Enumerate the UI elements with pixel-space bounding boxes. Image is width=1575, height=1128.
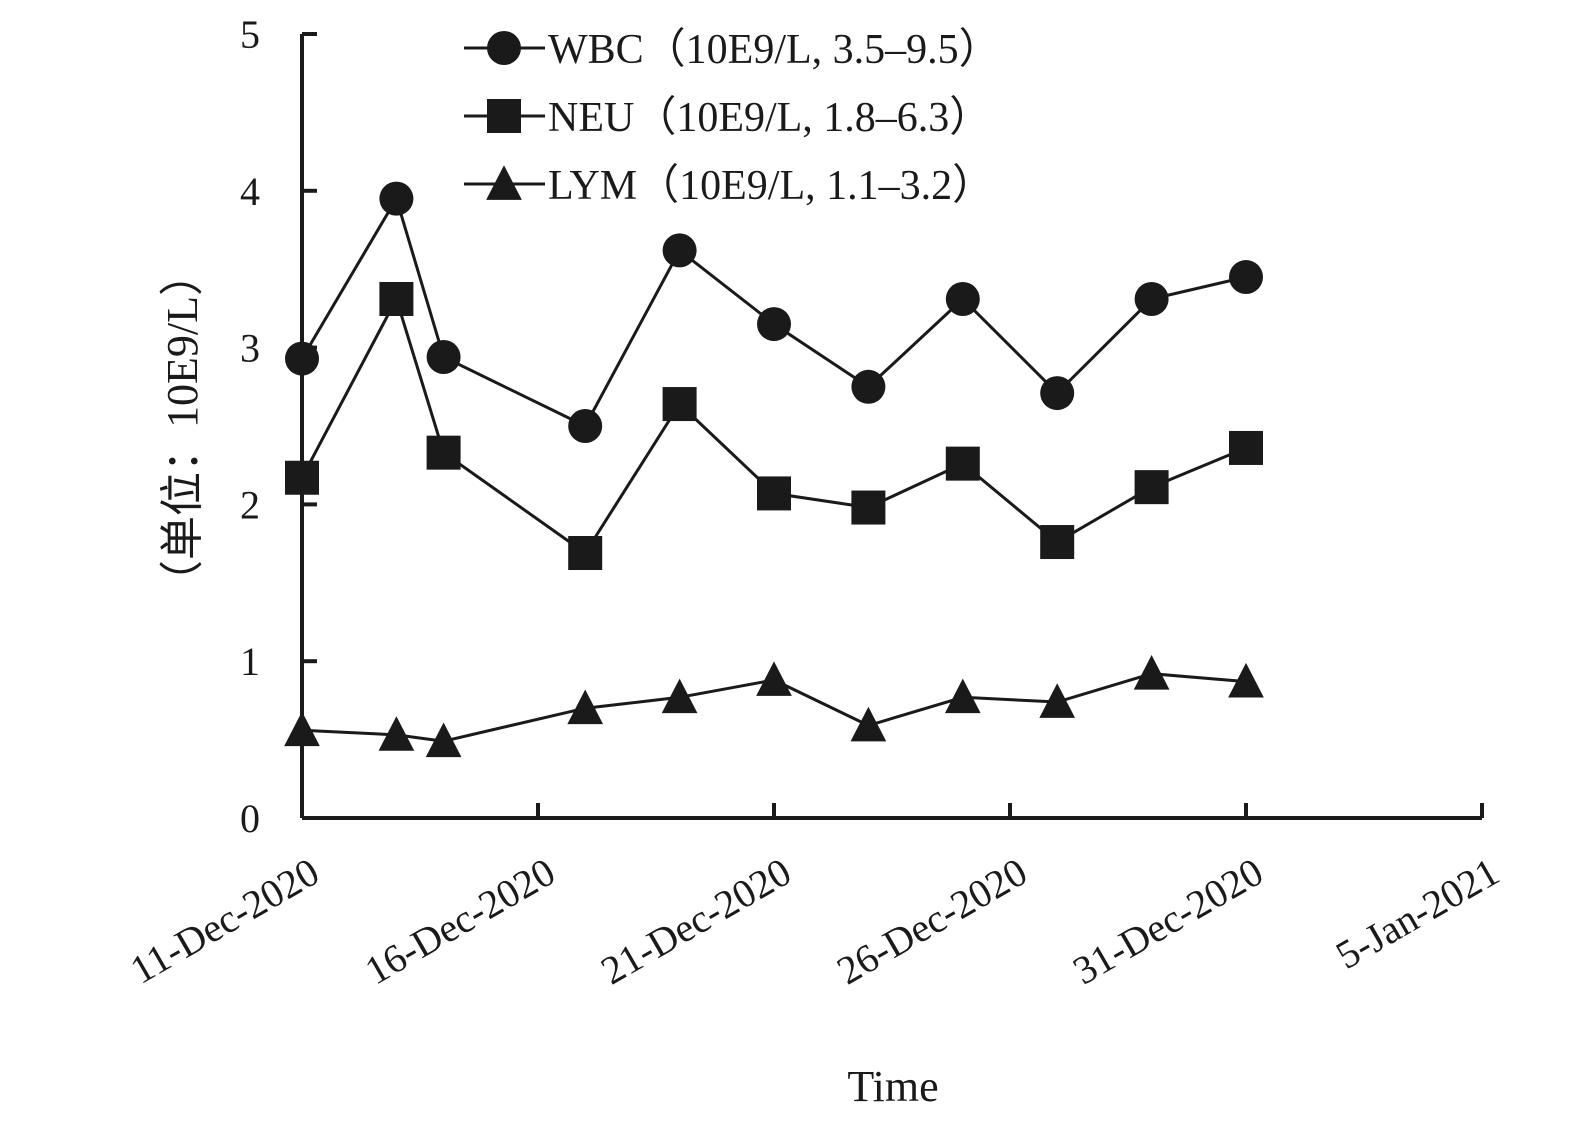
- data-point-square: [851, 490, 886, 525]
- tick-labels: 0 1 2 3 4 5 11-Dec-2020 16-Dec-2020 21-Dec-2020 2…: [123, 12, 1507, 993]
- data-point-circle: [1229, 260, 1263, 295]
- x-tick-label: 26-Dec-2020: [829, 849, 1034, 993]
- data-point-square: [379, 281, 414, 316]
- data-point-triangle: [1133, 655, 1170, 690]
- data-point-square: [1040, 525, 1075, 560]
- data-point-circle: [426, 340, 461, 375]
- axes: [300, 32, 1484, 820]
- y-tick-label: 0: [240, 796, 260, 841]
- legend-label: NEU（10E9/L, 1.8–6.3）: [548, 95, 991, 141]
- y-tick-label: 1: [240, 639, 260, 684]
- data-point-square: [757, 476, 791, 511]
- data-point-circle: [851, 369, 886, 404]
- data-point-square: [1134, 470, 1169, 505]
- data-point-circle: [757, 307, 791, 342]
- y-axis-title: （单位：10E9/L）: [158, 252, 207, 604]
- series-markers: [284, 181, 1264, 758]
- data-point-triangle: [756, 661, 792, 696]
- data-point-circle: [945, 281, 980, 316]
- data-point-triangle: [425, 722, 462, 758]
- y-tick-label: 2: [240, 482, 260, 527]
- data-point-circle: [1040, 376, 1075, 411]
- data-point-circle: [568, 409, 603, 443]
- data-point-circle: [379, 181, 414, 216]
- x-axis-title: Time: [847, 1062, 938, 1111]
- data-point-circle: [662, 233, 697, 268]
- data-point-square: [945, 446, 980, 481]
- x-tick-label: 5-Jan-2021: [1328, 849, 1506, 978]
- data-point-triangle: [850, 706, 887, 742]
- legend-label: WBC（10E9/L, 3.5–9.5）: [548, 27, 1001, 73]
- x-tick-label: 31-Dec-2020: [1065, 849, 1270, 993]
- x-tick-label: 11-Dec-2020: [123, 849, 327, 993]
- x-tick-label: 21-Dec-2020: [593, 849, 798, 993]
- legend: WBC（10E9/L, 3.5–9.5） NEU（10E9/L, 1.8–6.3）…: [464, 27, 1001, 209]
- data-point-square: [1229, 430, 1263, 465]
- x-tick-label: 16-Dec-2020: [357, 849, 562, 993]
- data-point-triangle: [1228, 662, 1264, 698]
- data-point-triangle: [378, 716, 415, 751]
- legend-marker-square: [487, 99, 521, 133]
- data-point-triangle: [661, 678, 698, 714]
- data-point-square: [426, 435, 461, 470]
- legend-label: LYM（10E9/L, 1.1–3.2）: [548, 163, 994, 209]
- data-point-triangle: [1039, 683, 1076, 718]
- data-point-circle: [1134, 281, 1169, 316]
- y-tick-label: 4: [240, 169, 260, 214]
- series-lines: [300, 194, 1247, 743]
- y-tick-label: 3: [240, 326, 260, 371]
- data-point-triangle: [944, 678, 981, 714]
- y-tick-label: 5: [240, 12, 260, 57]
- data-point-square: [568, 536, 603, 571]
- legend-marker-circle: [487, 31, 521, 65]
- data-point-triangle: [567, 689, 604, 725]
- legend-marker-triangle: [486, 165, 522, 200]
- data-point-square: [662, 387, 697, 422]
